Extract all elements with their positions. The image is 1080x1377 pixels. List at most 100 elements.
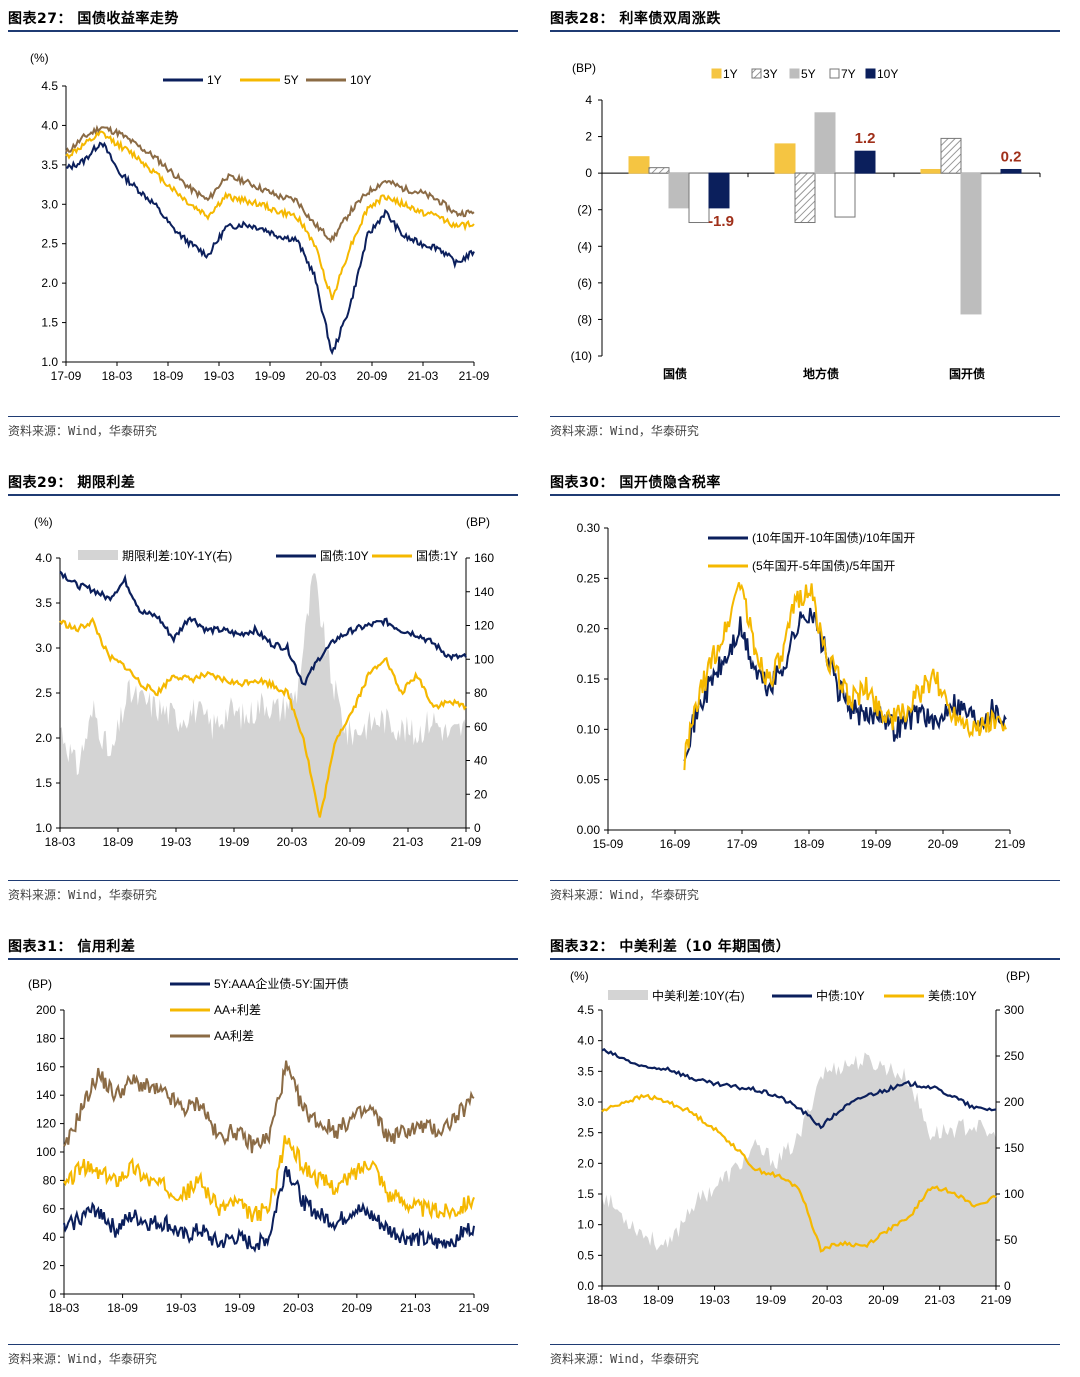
source-note: 资料来源：Wind，华泰研究 [550, 888, 699, 902]
y-tick-label: 1.5 [41, 316, 58, 330]
x-tick-label: 20-09 [868, 1293, 899, 1307]
y-unit-label-left: (%) [570, 969, 589, 983]
title-divider [550, 30, 1060, 32]
x-tick-label: 21-03 [400, 1301, 431, 1315]
bar [980, 172, 1002, 175]
y-tick-label: 3.5 [35, 596, 52, 610]
x-tick-label: 19-03 [699, 1293, 730, 1307]
bar [794, 172, 816, 224]
y-tick-label: 20 [43, 1259, 57, 1273]
y-unit-label-right: (BP) [1006, 969, 1030, 983]
legend-label: 10Y [877, 67, 898, 81]
legend-label: 国债:10Y [320, 549, 369, 563]
x-tick-label: 21-09 [451, 835, 482, 849]
bar [960, 172, 982, 315]
y-tick-label: 0 [49, 1287, 56, 1301]
legend-label: (10年国开-10年国债)/10年国开 [752, 531, 915, 545]
series-line [63, 1060, 475, 1154]
y-tick-label: 3.0 [41, 197, 58, 211]
y-tick-label: 200 [36, 1003, 56, 1017]
y-tick-label: 4.5 [41, 79, 58, 93]
legend-label: 3Y [763, 67, 778, 81]
legend-label: 7Y [841, 67, 856, 81]
y-tick-label: (2) [577, 203, 592, 217]
source-divider [8, 416, 518, 417]
y-tick-label: 2.5 [35, 686, 52, 700]
title-divider [550, 958, 1060, 960]
data-label: -1.9 [708, 213, 734, 230]
bar [1000, 168, 1022, 174]
title-divider [550, 494, 1060, 496]
y-tick-label: 140 [474, 585, 494, 599]
x-tick-label: 18-09 [643, 1293, 674, 1307]
x-tick-label: 20-09 [928, 837, 959, 851]
y-tick-label: 120 [36, 1117, 56, 1131]
bar [940, 137, 962, 174]
y-tick-label: 0.5 [577, 1248, 594, 1262]
source-divider [8, 1344, 518, 1345]
legend-label: 中美利差:10Y(右) [652, 988, 745, 1003]
bar [688, 172, 710, 224]
y-tick-label: 4.5 [577, 1003, 594, 1017]
series-line [65, 130, 475, 301]
legend-swatch [751, 68, 762, 79]
source-note: 资料来源：Wind，华泰研究 [8, 1352, 157, 1366]
panel-title: 图表27： 国债收益率走势 [8, 11, 179, 27]
y-tick-label: 200 [1004, 1095, 1024, 1109]
y-tick-label: (6) [577, 276, 592, 290]
y-tick-label: 160 [36, 1060, 56, 1074]
x-tick-label: 20-03 [812, 1293, 843, 1307]
y-tick-label: 4 [585, 93, 592, 107]
source-divider [550, 880, 1060, 881]
legend-swatch [608, 990, 648, 1000]
y-unit-label-right: (BP) [466, 515, 490, 529]
x-tick-label: 21-09 [459, 369, 490, 383]
y-unit-label: (BP) [572, 61, 596, 75]
bar [668, 172, 690, 209]
legend-swatch [829, 68, 840, 79]
category-label: 国债 [663, 366, 687, 381]
panel-title: 图表29： 期限利差 [8, 475, 136, 491]
y-tick-label: 0.10 [577, 722, 601, 736]
series-line [601, 1047, 997, 1130]
x-tick-label: 19-03 [166, 1301, 197, 1315]
x-tick-label: 19-09 [224, 1301, 255, 1315]
y-tick-label: (10) [571, 349, 592, 363]
y-tick-label: 40 [474, 754, 488, 768]
y-unit-label: (BP) [28, 977, 52, 991]
legend-swatch [78, 550, 118, 560]
y-tick-label: 20 [474, 787, 488, 801]
bar [814, 112, 836, 174]
legend-label: 1Y [207, 73, 222, 87]
y-tick-label: 1.0 [577, 1218, 594, 1232]
series-line [65, 124, 475, 244]
series-line [59, 570, 467, 686]
x-tick-label: 18-09 [103, 835, 134, 849]
legend-label: 1Y [723, 67, 738, 81]
x-tick-label: 21-03 [408, 369, 439, 383]
legend-label: AA+利差 [214, 1003, 261, 1017]
bar [628, 156, 650, 174]
x-tick-label: 20-03 [283, 1301, 314, 1315]
legend-label: 10Y [350, 73, 371, 87]
bar [834, 172, 856, 218]
source-divider [550, 416, 1060, 417]
panel-credit-spread: 图表31： 信用利差 (BP) 0 20 40 60 80 100 120 140 160 180 2… [8, 928, 518, 1374]
y-tick-label: 2 [585, 130, 592, 144]
x-tick-label: 21-09 [995, 837, 1026, 851]
chart-cdb-implied-tax: 0.00 0.05 0.10 0.15 0.20 0.25 0.30 15-09 16-09 17… [577, 521, 1026, 851]
x-tick-label: 20-03 [306, 369, 337, 383]
legend-swatch [789, 68, 800, 79]
x-tick-label: 21-09 [981, 1293, 1012, 1307]
panel-cdb-implied-tax: 图表30： 国开债隐含税率 0.00 0.05 0.10 0.15 0.20 0.25 0.… [550, 464, 1060, 910]
y-tick-label: 50 [1004, 1233, 1018, 1247]
chart-rate-bond-changes: (BP) (10) (8) (6) (4) (2) 0 2 4 国债 地方债 国开债 -1.9 1.2 0.… [571, 61, 1041, 381]
y-tick-label: 3.5 [577, 1064, 594, 1078]
y-tick-label: 2.5 [41, 237, 58, 251]
bar [854, 150, 876, 174]
y-tick-label: 0.25 [577, 571, 601, 585]
legend-label: 期限利差:10Y-1Y(右) [122, 548, 232, 563]
y-tick-label: 250 [1004, 1049, 1024, 1063]
y-tick-label: 100 [474, 652, 494, 666]
chart-china-us-spread: (%) (BP) 0.0 0.5 1.0 1.5 2.0 2.5 3.0 3.5 4.0 4.5 0 50… [570, 969, 1030, 1307]
